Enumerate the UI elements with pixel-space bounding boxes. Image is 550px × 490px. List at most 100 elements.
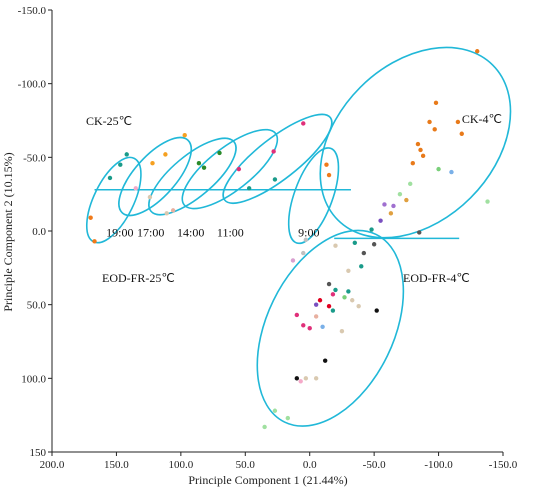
data-point — [397, 191, 403, 197]
data-point — [326, 172, 332, 178]
data-point — [391, 203, 396, 209]
data-point — [369, 227, 374, 232]
data-points — [88, 49, 490, 430]
data-point — [271, 149, 276, 154]
data-point — [418, 147, 423, 153]
data-point — [361, 250, 367, 256]
data-point — [326, 303, 332, 309]
annotation-label: CK-4℃ — [462, 112, 502, 126]
data-point — [301, 323, 306, 328]
data-point — [150, 161, 155, 166]
data-point — [485, 199, 490, 204]
data-point — [415, 141, 421, 147]
data-point — [475, 49, 480, 54]
data-point — [246, 186, 252, 191]
data-point — [410, 161, 415, 166]
data-point — [326, 281, 332, 287]
y-axis-title: Principle Component 2 (10.15%) — [1, 152, 15, 311]
cluster-ellipse — [181, 128, 279, 210]
annotation-label: 17:00 — [137, 225, 164, 239]
data-point — [301, 121, 306, 126]
annotation-label: 14:00 — [177, 225, 204, 239]
x-tick-label: 200.0 — [40, 459, 65, 471]
data-point — [298, 379, 303, 384]
x-tick-label: -50.0 — [363, 459, 386, 471]
x-tick-label: 0.0 — [303, 459, 317, 471]
data-point — [346, 268, 351, 273]
data-point — [433, 100, 439, 106]
data-point — [317, 298, 323, 303]
data-point — [459, 131, 464, 136]
annotation-label: 11:00 — [217, 225, 244, 239]
data-point — [133, 186, 138, 191]
data-point — [333, 243, 338, 248]
data-point — [356, 303, 361, 309]
data-point — [294, 312, 300, 318]
data-point — [107, 175, 113, 181]
x-tick-label: 150.0 — [104, 459, 129, 471]
data-point — [339, 328, 345, 334]
data-point — [307, 326, 312, 331]
data-point — [346, 289, 351, 294]
data-point — [163, 152, 168, 157]
y-tick-label: 0.0 — [32, 226, 46, 238]
data-point — [290, 258, 296, 263]
y-tick-label: -50.0 — [23, 152, 46, 164]
cluster-ellipse — [256, 229, 405, 427]
data-point — [378, 218, 383, 223]
data-point — [333, 287, 338, 293]
data-point — [420, 153, 426, 159]
y-tick-label: 50.0 — [27, 300, 47, 312]
data-point — [455, 119, 461, 125]
data-point — [408, 181, 413, 187]
data-point — [436, 166, 441, 172]
data-point — [417, 230, 422, 235]
data-point — [320, 324, 325, 329]
data-point — [313, 376, 319, 381]
data-point — [432, 127, 437, 132]
data-point — [322, 358, 328, 363]
data-point — [374, 308, 379, 313]
data-point — [196, 161, 202, 166]
data-point — [303, 237, 309, 243]
data-point — [313, 314, 319, 319]
annotation-label: 19:00 — [106, 225, 133, 239]
data-point — [303, 376, 309, 381]
cluster-ellipse — [148, 137, 237, 216]
data-point — [92, 239, 97, 244]
cluster-ellipse — [319, 46, 512, 239]
data-point — [330, 292, 336, 297]
data-point — [301, 250, 306, 256]
y-tick-label: 100.0 — [21, 373, 46, 385]
data-point — [313, 302, 319, 307]
data-point — [427, 119, 432, 125]
y-tick-label: -150.0 — [18, 5, 47, 17]
data-point — [324, 162, 329, 167]
annotation-label: EOD-FR-25℃ — [102, 271, 175, 285]
data-point — [147, 194, 153, 200]
data-point — [118, 162, 123, 167]
data-point — [352, 240, 358, 245]
data-point — [88, 215, 93, 220]
data-point — [285, 415, 291, 421]
data-point — [272, 177, 278, 182]
data-point — [170, 208, 176, 213]
x-tick-label: -100.0 — [424, 459, 453, 471]
axes: 200.0 150.0 100.0 50.0 0.0 -50.0 -100.0 -150.0 -… — [18, 5, 518, 471]
data-point — [272, 408, 278, 413]
cluster-ellipse — [222, 113, 333, 204]
annotations: CK-25℃ CK-4℃ EOD-FR-25℃ EOD-FR-4℃ 19:00 17:00… — [86, 112, 502, 285]
data-point — [217, 150, 222, 156]
x-tick-label: 100.0 — [168, 459, 193, 471]
cluster-ellipse — [118, 136, 193, 217]
annotation-label: CK-25℃ — [86, 114, 132, 128]
data-point — [449, 169, 454, 175]
annotation-label: 9:00 — [298, 225, 319, 239]
annotation-label: EOD-FR-4℃ — [403, 271, 470, 285]
data-point — [371, 242, 377, 247]
data-point — [388, 211, 394, 216]
data-point — [262, 424, 267, 430]
y-tick-label: 150 — [30, 447, 47, 459]
data-point — [330, 308, 336, 313]
